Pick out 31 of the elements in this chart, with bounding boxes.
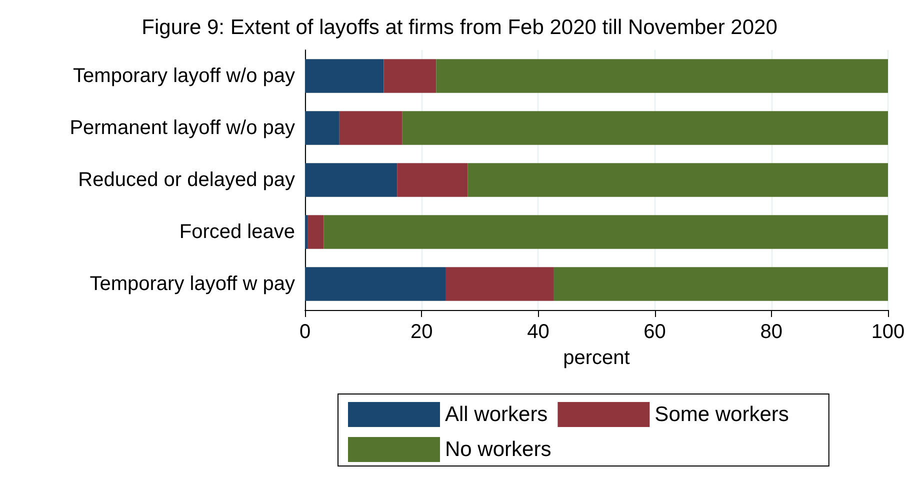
y-tick-label: Temporary layoff w pay [90, 273, 295, 295]
bar [384, 59, 436, 93]
legend-label: No workers [445, 438, 552, 461]
bar [305, 215, 308, 249]
legend-label: All workers [445, 403, 548, 426]
bar [554, 267, 888, 301]
x-tick-label: 100 [871, 321, 905, 343]
bar [468, 163, 888, 197]
y-tick-label: Temporary layoff w/o pay [73, 65, 295, 87]
y-tick-label: Permanent layoff w/o pay [70, 117, 295, 139]
bar [397, 163, 468, 197]
bar [305, 111, 340, 145]
bar [436, 59, 888, 93]
x-axis-title: percent [563, 347, 630, 369]
chart-title: Figure 9: Extent of layoffs at firms from Feb 2020 till November 2020 [142, 16, 778, 39]
bar [308, 215, 324, 249]
y-tick-label: Reduced or delayed pay [78, 169, 295, 191]
bar [305, 267, 446, 301]
x-tick-label: 40 [527, 321, 550, 343]
bar [402, 111, 888, 145]
x-tick-label: 80 [760, 321, 783, 343]
bar [339, 111, 402, 145]
bar [324, 215, 888, 249]
x-tick-label: 60 [644, 321, 666, 343]
y-tick-label: Forced leave [179, 221, 295, 243]
legend-label: Some workers [654, 403, 789, 426]
x-tick-label: 0 [299, 321, 311, 343]
bar [305, 59, 384, 93]
bar [305, 163, 398, 197]
x-tick-label: 20 [410, 321, 433, 343]
bar [446, 267, 554, 301]
